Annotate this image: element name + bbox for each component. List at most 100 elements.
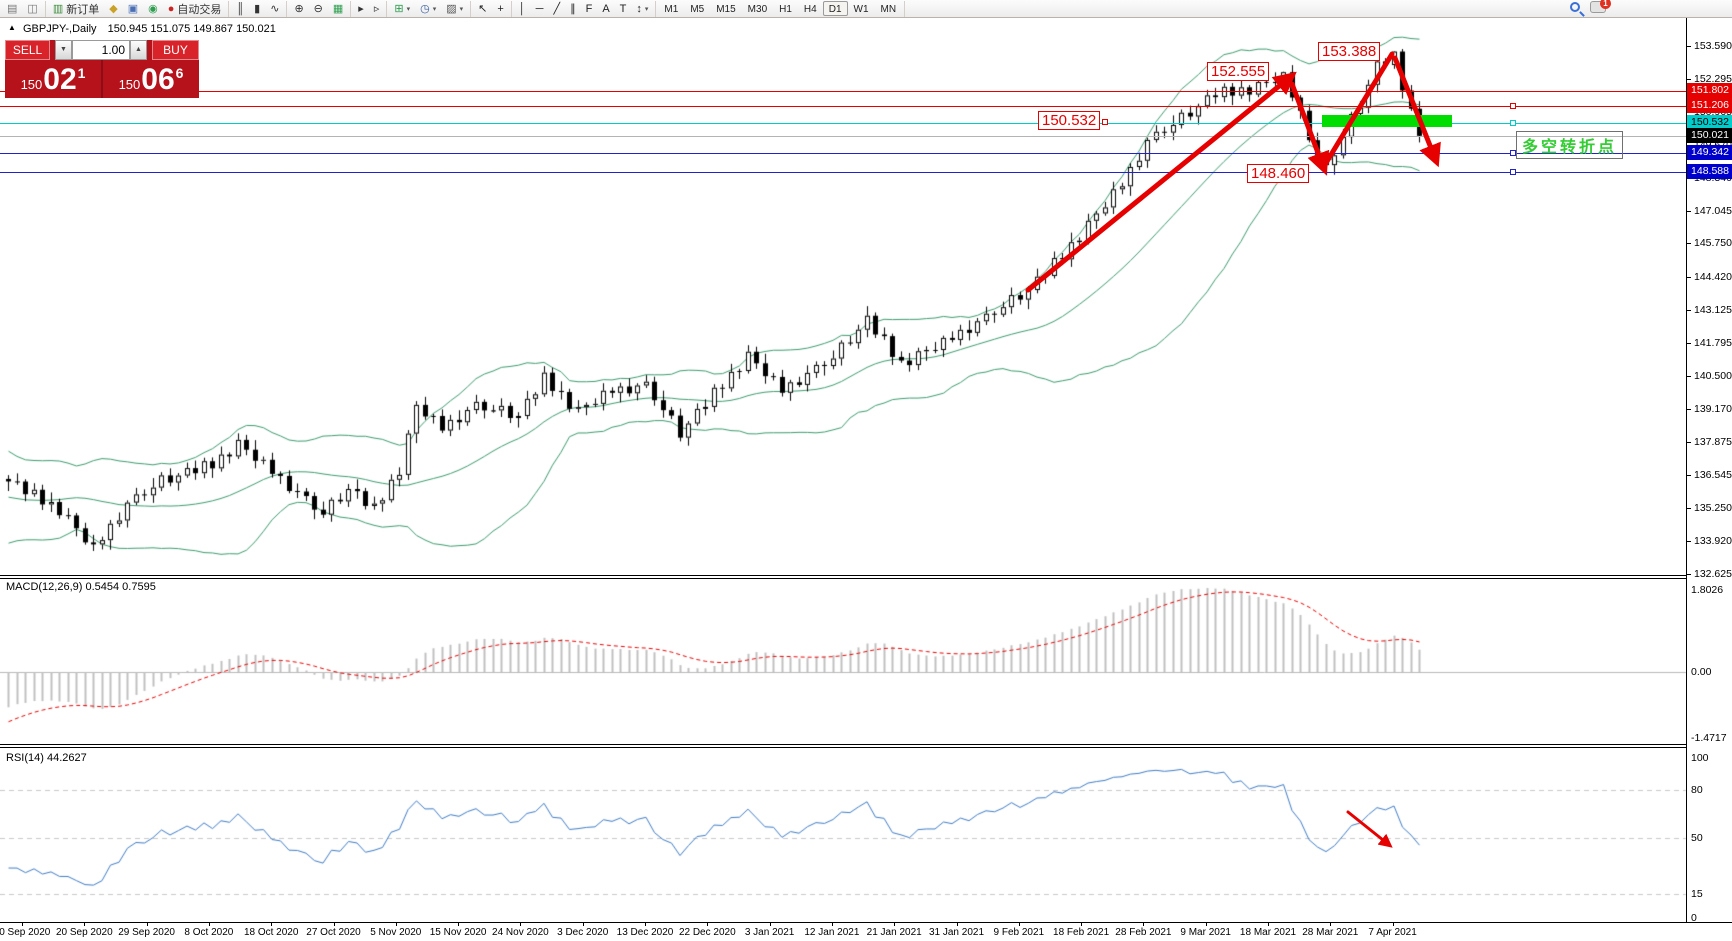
macd-scale-label: -1.4717 <box>1691 732 1727 744</box>
hline-148.588[interactable] <box>0 172 1686 173</box>
toolbar-group: ⊕ ⊖ ▦ <box>287 0 352 17</box>
swing-high-label-152555[interactable]: 152.555 <box>1207 62 1270 81</box>
arrows-button[interactable]: ↕ ▾ <box>631 1 653 17</box>
macd-pane-divider[interactable] <box>0 575 1732 579</box>
templates-button[interactable]: ▨ ▾ <box>441 1 468 17</box>
sound-button[interactable]: ◉ <box>143 1 163 17</box>
date-label: 7 Apr 2021 <box>1368 927 1417 938</box>
fibonacci-icon: F <box>585 2 593 15</box>
price-badge-150.532: 150.532 <box>1687 115 1732 130</box>
toolbar-group: ▸ ▹ <box>351 0 388 17</box>
sell-price-button[interactable]: 150 02 1 <box>5 60 103 98</box>
price-tick-label: 153.590 <box>1694 40 1732 52</box>
periods-button[interactable]: ◷ ▾ <box>415 1 441 17</box>
buy-price-button[interactable]: 150 06 6 <box>103 60 199 98</box>
timeframe-h4-button[interactable]: H4 <box>803 4 817 15</box>
toolbar-group: │ ─ ╱ ∥ F A T ↕ ▾ <box>512 0 657 17</box>
price-tick-label: 143.125 <box>1694 303 1732 316</box>
text-label-button[interactable]: T <box>615 1 632 17</box>
price-tick-label: 141.795 <box>1694 337 1732 350</box>
collapse-triangle-icon[interactable]: ▲ <box>8 23 16 32</box>
vertical-line-button[interactable]: │ <box>514 1 531 17</box>
timeframe-d1-button[interactable]: D1 <box>822 1 848 16</box>
arrows-icon: ↕ <box>636 2 642 15</box>
date-label: 21 Jan 2021 <box>866 927 922 938</box>
volume-decrease-button[interactable]: ▼ <box>55 40 72 60</box>
timeframe-w1-button[interactable]: W1 <box>853 4 869 15</box>
hline-handle-149.342[interactable] <box>1510 150 1516 156</box>
horizontal-line-button[interactable]: ─ <box>531 1 549 17</box>
turning-point-note[interactable]: 多空转折点 <box>1516 131 1624 159</box>
timeframe-m30-button[interactable]: M30 <box>747 4 768 15</box>
date-label: 9 Mar 2021 <box>1180 927 1231 938</box>
hline-handle-148.588[interactable] <box>1510 169 1516 175</box>
new-order-button[interactable]: ▥ 新订单 <box>48 1 104 17</box>
rsi-arrow-down[interactable] <box>1346 810 1393 848</box>
hline-151.206[interactable] <box>0 106 1686 107</box>
crosshair-button[interactable]: + <box>492 1 508 17</box>
bar-chart-button[interactable]: ║ <box>231 1 249 17</box>
text-label-icon: T <box>619 2 627 15</box>
rsi-pane-divider[interactable] <box>0 744 1732 748</box>
zoom-out-button[interactable]: ⊖ <box>309 1 328 17</box>
label-handle[interactable] <box>1102 119 1108 125</box>
price-tick <box>1687 210 1691 212</box>
new-chart-button[interactable]: ▤ <box>2 1 22 17</box>
dropdown-caret-icon: ▾ <box>406 5 411 13</box>
candlestick-icon: ▮ <box>254 2 261 15</box>
metaeditor-button[interactable]: ◆ <box>104 1 122 17</box>
trend-arrow-down-2[interactable] <box>1392 55 1441 168</box>
hline-handle-150.532[interactable] <box>1510 120 1516 126</box>
price-badge-150.021: 150.021 <box>1687 127 1732 143</box>
timeframe-m15-button[interactable]: M15 <box>716 4 736 15</box>
date-tick <box>209 923 210 926</box>
level-label-150532[interactable]: 150.532 <box>1038 111 1101 130</box>
print-button[interactable]: ▣ <box>123 1 143 17</box>
trend-arrow-up-2[interactable] <box>1323 51 1395 166</box>
price-chart-canvas[interactable] <box>0 18 1732 941</box>
hline-handle-151.206[interactable] <box>1510 103 1516 109</box>
timeframe-m5-button[interactable]: M5 <box>690 4 705 15</box>
search-icon[interactable] <box>1570 2 1580 12</box>
chat-icon[interactable]: 1 <box>1590 0 1611 13</box>
hline-149.342[interactable] <box>0 153 1686 154</box>
new-order-icon: ▥ <box>52 2 64 15</box>
cursor-button[interactable]: ↖ <box>473 1 492 17</box>
trend-arrow-up-1[interactable] <box>1025 71 1297 293</box>
volume-increase-button[interactable]: ▲ <box>130 40 147 60</box>
timeframe-m1-button[interactable]: M1 <box>664 4 679 15</box>
line-chart-button[interactable]: ∿ <box>265 1 284 17</box>
swing-low-label-148460[interactable]: 148.460 <box>1247 164 1310 183</box>
line-chart-icon: ∿ <box>270 2 280 15</box>
zoom-in-button[interactable]: ⊕ <box>289 1 308 17</box>
sound-icon: ◉ <box>148 2 158 15</box>
volume-input[interactable] <box>72 40 130 60</box>
zoom-in-icon: ⊕ <box>294 2 304 15</box>
date-axis[interactable]: 10 Sep 2020 20 Sep 2020 29 Sep 2020 8 Oct 2… <box>0 922 1732 941</box>
tile-windows-button[interactable]: ▦ <box>328 1 348 17</box>
date-label: 20 Sep 2020 <box>55 927 113 938</box>
chart-shift-button[interactable]: ▹ <box>369 1 385 17</box>
hline-151.802[interactable] <box>0 91 1686 92</box>
swing-high-label-153388[interactable]: 153.388 <box>1318 42 1381 61</box>
trend-arrow-down-1[interactable] <box>1289 81 1330 176</box>
profiles-button[interactable]: ◫ <box>22 1 42 17</box>
timeframe-mn-button[interactable]: MN <box>880 4 897 15</box>
hline-150.021[interactable] <box>0 136 1686 137</box>
auto-scroll-icon: ▸ <box>358 2 364 15</box>
equidistant-channel-button[interactable]: ∥ <box>565 1 581 17</box>
price-tick-label: 140.500 <box>1694 369 1732 382</box>
indicators-button[interactable]: ⊞ ▾ <box>389 1 415 17</box>
fibonacci-button[interactable]: F <box>581 1 598 17</box>
buy-button[interactable]: BUY <box>152 40 199 60</box>
trendline-button[interactable]: ╱ <box>548 1 565 17</box>
timeframe-h1-button[interactable]: H1 <box>779 4 792 15</box>
auto-scroll-button[interactable]: ▸ <box>353 1 369 17</box>
hline-150.532[interactable] <box>0 123 1686 124</box>
text-button[interactable]: A <box>597 1 614 17</box>
candlestick-button[interactable]: ▮ <box>249 1 265 17</box>
price-axis[interactable]: 153.590152.295150.965149.670148.340147.0… <box>1686 18 1732 924</box>
sell-button[interactable]: SELL <box>5 40 50 60</box>
autotrading-button[interactable]: ● 自动交易 <box>163 1 227 17</box>
